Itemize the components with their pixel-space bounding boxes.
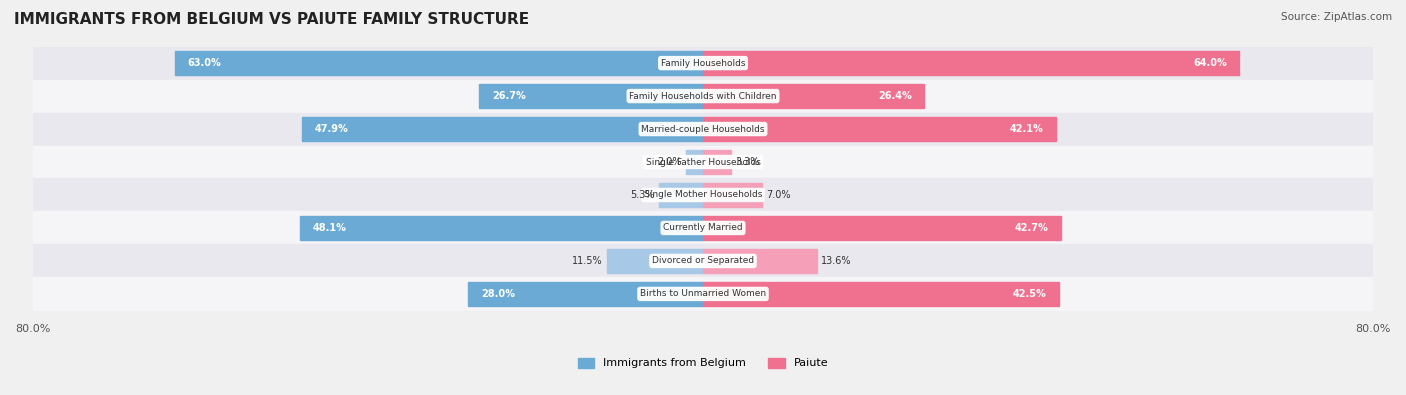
Text: Married-couple Households: Married-couple Households [641,124,765,134]
Text: 2.0%: 2.0% [658,157,682,167]
Text: 13.6%: 13.6% [821,256,852,266]
Bar [703,117,1056,141]
Text: Family Households: Family Households [661,58,745,68]
Bar [703,282,1059,306]
Text: Source: ZipAtlas.com: Source: ZipAtlas.com [1281,12,1392,22]
Bar [32,179,1374,211]
Text: Single Father Households: Single Father Households [645,158,761,167]
Bar [32,245,1374,277]
Text: 26.7%: 26.7% [492,91,526,101]
Text: 64.0%: 64.0% [1192,58,1226,68]
Bar [32,113,1374,145]
Text: 11.5%: 11.5% [572,256,602,266]
Bar [686,150,703,174]
Text: Single Mother Households: Single Mother Households [644,190,762,199]
Bar [606,249,703,273]
Bar [468,282,703,306]
Text: 7.0%: 7.0% [766,190,790,200]
Bar [32,277,1374,310]
Bar [703,84,924,108]
Bar [32,79,1374,113]
Text: IMMIGRANTS FROM BELGIUM VS PAIUTE FAMILY STRUCTURE: IMMIGRANTS FROM BELGIUM VS PAIUTE FAMILY… [14,12,529,27]
Text: Divorced or Separated: Divorced or Separated [652,256,754,265]
Bar [703,216,1060,240]
Bar [703,249,817,273]
Text: 48.1%: 48.1% [312,223,346,233]
Text: 47.9%: 47.9% [314,124,347,134]
Legend: Immigrants from Belgium, Paiute: Immigrants from Belgium, Paiute [574,353,832,373]
Bar [302,117,703,141]
Text: Family Households with Children: Family Households with Children [630,92,776,101]
Bar [32,47,1374,79]
Bar [479,84,703,108]
Bar [32,145,1374,179]
Text: 3.3%: 3.3% [735,157,759,167]
Bar [176,51,703,75]
Text: Births to Unmarried Women: Births to Unmarried Women [640,290,766,298]
Bar [703,150,731,174]
Bar [299,216,703,240]
Text: 42.7%: 42.7% [1015,223,1049,233]
Text: 26.4%: 26.4% [877,91,911,101]
Bar [32,211,1374,245]
Text: 42.5%: 42.5% [1012,289,1046,299]
Text: 42.1%: 42.1% [1010,124,1043,134]
Text: 63.0%: 63.0% [187,58,222,68]
Text: 28.0%: 28.0% [481,289,515,299]
Bar [703,183,762,207]
Text: 5.3%: 5.3% [630,190,654,200]
Bar [658,183,703,207]
Bar [703,51,1239,75]
Text: Currently Married: Currently Married [664,224,742,233]
